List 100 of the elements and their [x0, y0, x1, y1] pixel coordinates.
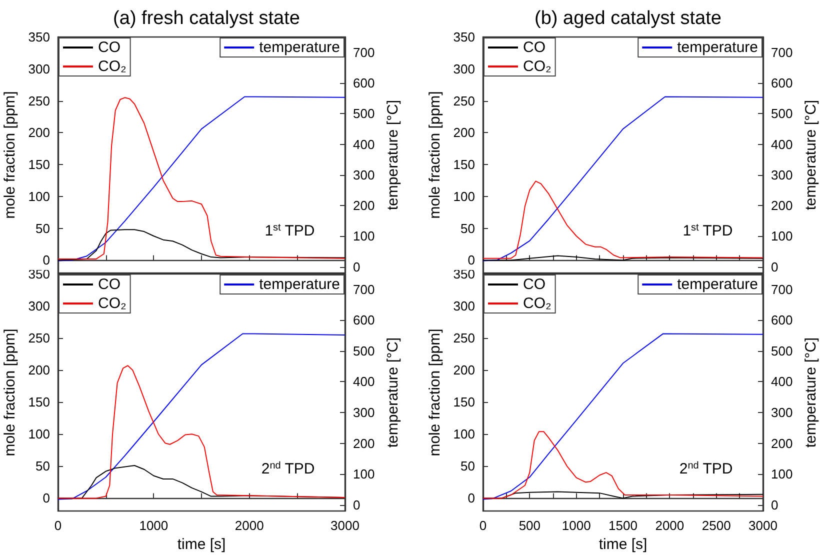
y2-tick-label: 200: [353, 198, 375, 214]
legend-label: CO₂: [98, 295, 126, 312]
legend-label: CO₂: [523, 58, 552, 75]
y2-tick-label: 300: [771, 405, 793, 420]
y-tick-label: 50: [36, 458, 50, 474]
legend-label: CO: [98, 276, 120, 293]
y2-tick-label: 0: [771, 497, 778, 512]
legend-label: temperature: [677, 39, 758, 56]
y2-tick-label: 400: [353, 136, 375, 152]
legend-label: temperature: [259, 276, 340, 293]
y-tick-label: 100: [453, 426, 475, 442]
y2-tick-label: 0: [771, 259, 778, 274]
y2-tick-label: 300: [353, 405, 375, 420]
y2-tick-label: 700: [771, 282, 793, 297]
y2-tick-label: 100: [771, 466, 793, 482]
y2-axis-title: temperature [°C]: [384, 337, 402, 448]
y2-tick-label: 400: [771, 374, 793, 390]
y2-axis-title: temperature [°C]: [384, 100, 402, 210]
y2-tick-label: 400: [771, 136, 793, 152]
x-tick-label: 1000: [139, 518, 168, 533]
y-tick-label: 0: [42, 252, 50, 268]
y2-tick-label: 100: [353, 466, 375, 482]
y-tick-label: 100: [453, 188, 475, 204]
x-tick-label: 2000: [234, 518, 264, 533]
y2-tick-label: 0: [353, 259, 360, 274]
x-tick-label: 500: [518, 518, 541, 533]
y-tick-label: 350: [453, 30, 475, 44]
y-tick-label: 250: [453, 93, 475, 108]
y-tick-label: 150: [453, 157, 475, 172]
line-series: [482, 180, 764, 259]
y2-tick-label: 0: [353, 497, 360, 512]
legend-label: CO: [523, 276, 546, 293]
y2-tick-label: 400: [353, 374, 375, 390]
y2-tick-label: 700: [771, 44, 793, 60]
y-tick-label: 200: [28, 125, 50, 140]
y2-tick-label: 300: [353, 167, 375, 182]
x-tick-label: 2500: [702, 518, 731, 533]
y-tick-label: 50: [36, 220, 50, 236]
y-axis-title: mole fraction [ppm]: [426, 328, 444, 456]
line-series: [58, 365, 346, 499]
y2-tick-label: 300: [771, 167, 793, 182]
y-tick-label: 300: [453, 61, 475, 76]
y-tick-label: 300: [28, 298, 50, 314]
y-tick-label: 100: [28, 426, 50, 442]
y2-tick-label: 700: [353, 282, 375, 297]
y-tick-label: 300: [28, 61, 50, 76]
x-tick-label: 2000: [655, 518, 684, 533]
y2-tick-label: 500: [353, 343, 375, 358]
chart-title: (a) fresh catalyst state: [113, 8, 300, 29]
line-series: [482, 333, 764, 500]
y2-tick-label: 600: [771, 312, 793, 328]
y2-axis-title: temperature [°C]: [802, 100, 820, 210]
y-axis-title: mole fraction [ppm]: [1, 91, 18, 219]
y2-tick-label: 200: [771, 198, 793, 214]
y2-tick-label: 500: [771, 106, 793, 122]
y-tick-label: 150: [28, 157, 50, 172]
y-tick-label: 150: [28, 394, 50, 410]
line-series: [58, 333, 346, 500]
y-tick-label: 250: [28, 330, 50, 346]
y2-tick-label: 600: [771, 75, 793, 90]
legend-label: CO: [98, 39, 120, 56]
x-tick-label: 1500: [608, 518, 638, 533]
x-tick-label: 0: [479, 518, 487, 533]
legend-label: temperature: [677, 276, 758, 293]
x-axis-title: time [s]: [598, 536, 648, 553]
x-tick-label: 3000: [330, 518, 360, 533]
legend-label: CO₂: [523, 295, 552, 312]
y2-axis-title: temperature [°C]: [802, 337, 820, 448]
y-tick-label: 100: [28, 188, 50, 204]
legend-label: CO: [523, 39, 546, 56]
y-tick-label: 0: [468, 252, 475, 268]
x-tick-label: 1000: [562, 518, 591, 533]
y-tick-label: 50: [460, 220, 475, 236]
y2-tick-label: 100: [353, 228, 375, 244]
y2-tick-label: 600: [353, 75, 375, 90]
x-axis-title: time [s]: [177, 536, 226, 553]
y2-tick-label: 500: [771, 343, 793, 358]
y-tick-label: 250: [453, 330, 475, 346]
y2-tick-label: 500: [353, 106, 375, 122]
y-tick-label: 150: [453, 394, 475, 410]
legend-label: temperature: [259, 39, 340, 56]
y-tick-label: 0: [42, 490, 50, 506]
y-tick-label: 200: [28, 362, 50, 378]
y2-tick-label: 200: [353, 436, 375, 451]
y-axis-title: mole fraction [ppm]: [1, 328, 18, 456]
x-tick-label: 3000: [748, 518, 778, 533]
y-tick-label: 350: [28, 30, 50, 44]
chart-title: (b) aged catalyst state: [534, 8, 722, 29]
y-tick-label: 50: [460, 458, 475, 474]
y2-tick-label: 200: [771, 436, 793, 451]
y2-tick-label: 700: [353, 44, 375, 60]
y-axis-title: mole fraction [ppm]: [426, 91, 444, 219]
y-tick-label: 0: [468, 490, 475, 506]
line-series: [482, 96, 764, 262]
x-tick-label: 0: [54, 518, 62, 533]
y-tick-label: 300: [453, 298, 475, 314]
y-tick-label: 200: [453, 362, 475, 378]
line-series: [482, 431, 764, 499]
y2-tick-label: 600: [353, 312, 375, 328]
y-tick-label: 250: [28, 93, 50, 108]
